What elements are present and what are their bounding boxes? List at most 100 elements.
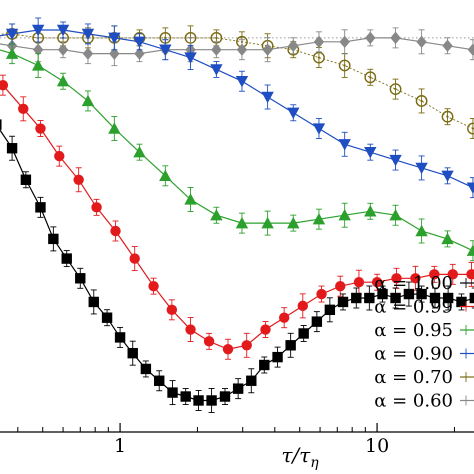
data-point xyxy=(35,123,46,134)
data-point xyxy=(389,209,402,221)
data-point xyxy=(298,328,309,339)
data-point xyxy=(441,232,454,245)
data-point xyxy=(410,273,421,284)
series-line xyxy=(0,81,474,350)
data-point xyxy=(133,145,146,158)
legend-label: α = 0.95 xyxy=(374,320,453,341)
data-point xyxy=(222,344,234,355)
data-point xyxy=(261,216,274,229)
series-line xyxy=(0,29,474,189)
data-point xyxy=(313,51,325,64)
data-point xyxy=(210,209,223,221)
marker-center xyxy=(471,127,474,130)
data-point xyxy=(389,83,402,96)
data-point xyxy=(429,269,440,280)
data-point xyxy=(442,292,454,304)
data-point xyxy=(108,32,121,45)
legend-entry: α = 1.00 xyxy=(374,273,474,294)
legend-entry: α = 0.99 xyxy=(374,297,474,318)
data-point xyxy=(246,375,257,386)
legend-entry: α = 0.60 xyxy=(374,391,474,412)
data-point xyxy=(456,296,467,308)
marker-center xyxy=(215,36,218,39)
data-point xyxy=(35,202,46,213)
data-point xyxy=(364,71,377,84)
legend-entry: α = 0.95 xyxy=(374,320,474,341)
series-square xyxy=(0,119,474,413)
data-point xyxy=(101,312,113,323)
data-point xyxy=(338,139,351,151)
legend-entry: α = 0.70 xyxy=(374,367,474,388)
data-point xyxy=(206,395,217,406)
data-point xyxy=(466,269,474,280)
data-point xyxy=(353,277,365,288)
data-point xyxy=(364,205,377,217)
data-point xyxy=(148,280,159,292)
data-point xyxy=(6,143,18,154)
data-point xyxy=(415,95,428,107)
data-point xyxy=(108,122,121,134)
data-point xyxy=(154,375,165,386)
data-point xyxy=(338,209,351,221)
data-point xyxy=(133,36,146,49)
series-open-circle xyxy=(0,23,474,139)
data-point xyxy=(390,292,401,304)
data-point xyxy=(219,391,231,402)
data-point xyxy=(61,253,72,264)
data-point xyxy=(211,43,222,56)
series-triangle xyxy=(0,43,474,262)
data-point xyxy=(390,31,401,45)
series-layer xyxy=(0,17,474,413)
data-point xyxy=(311,316,323,327)
data-point xyxy=(56,24,70,37)
data-point xyxy=(166,304,178,316)
data-point xyxy=(235,76,249,88)
data-point xyxy=(20,174,32,185)
data-point xyxy=(56,75,70,87)
data-point xyxy=(236,43,248,56)
data-point xyxy=(82,47,94,60)
data-point xyxy=(159,44,172,56)
data-point xyxy=(129,253,140,264)
data-point xyxy=(203,336,215,347)
data-point xyxy=(88,296,99,308)
legend-label: α = 0.99 xyxy=(374,297,453,318)
data-point xyxy=(285,340,296,351)
legend-label: α = 0.70 xyxy=(374,367,453,388)
data-point xyxy=(429,292,441,304)
marker-center xyxy=(317,56,321,59)
marker-center xyxy=(446,115,449,118)
data-point xyxy=(73,174,84,185)
data-point xyxy=(371,277,383,288)
legend-label: α = 1.00 xyxy=(374,273,453,294)
data-point xyxy=(75,273,86,284)
data-point xyxy=(235,216,249,229)
series-diamond xyxy=(0,27,474,67)
data-point xyxy=(403,288,415,300)
data-point xyxy=(0,119,2,130)
marker-center xyxy=(164,36,167,39)
data-point xyxy=(469,292,474,304)
data-point xyxy=(339,35,350,49)
data-point xyxy=(364,146,377,159)
data-point xyxy=(134,47,145,60)
series-line xyxy=(0,33,474,129)
data-point xyxy=(193,395,204,406)
data-point xyxy=(260,324,271,335)
data-point xyxy=(467,122,474,135)
legend-entry: α = 0.90 xyxy=(374,344,474,365)
data-point xyxy=(466,182,474,194)
series-triangle-down xyxy=(0,17,474,199)
data-point xyxy=(377,288,388,300)
data-point xyxy=(184,193,197,205)
data-point xyxy=(110,225,121,237)
data-point xyxy=(416,35,427,49)
data-point xyxy=(5,47,19,59)
data-point xyxy=(351,292,362,304)
marker-center xyxy=(369,76,372,79)
data-point xyxy=(312,212,326,225)
data-point xyxy=(91,202,102,213)
marker-center xyxy=(394,88,397,91)
data-point xyxy=(54,150,65,162)
